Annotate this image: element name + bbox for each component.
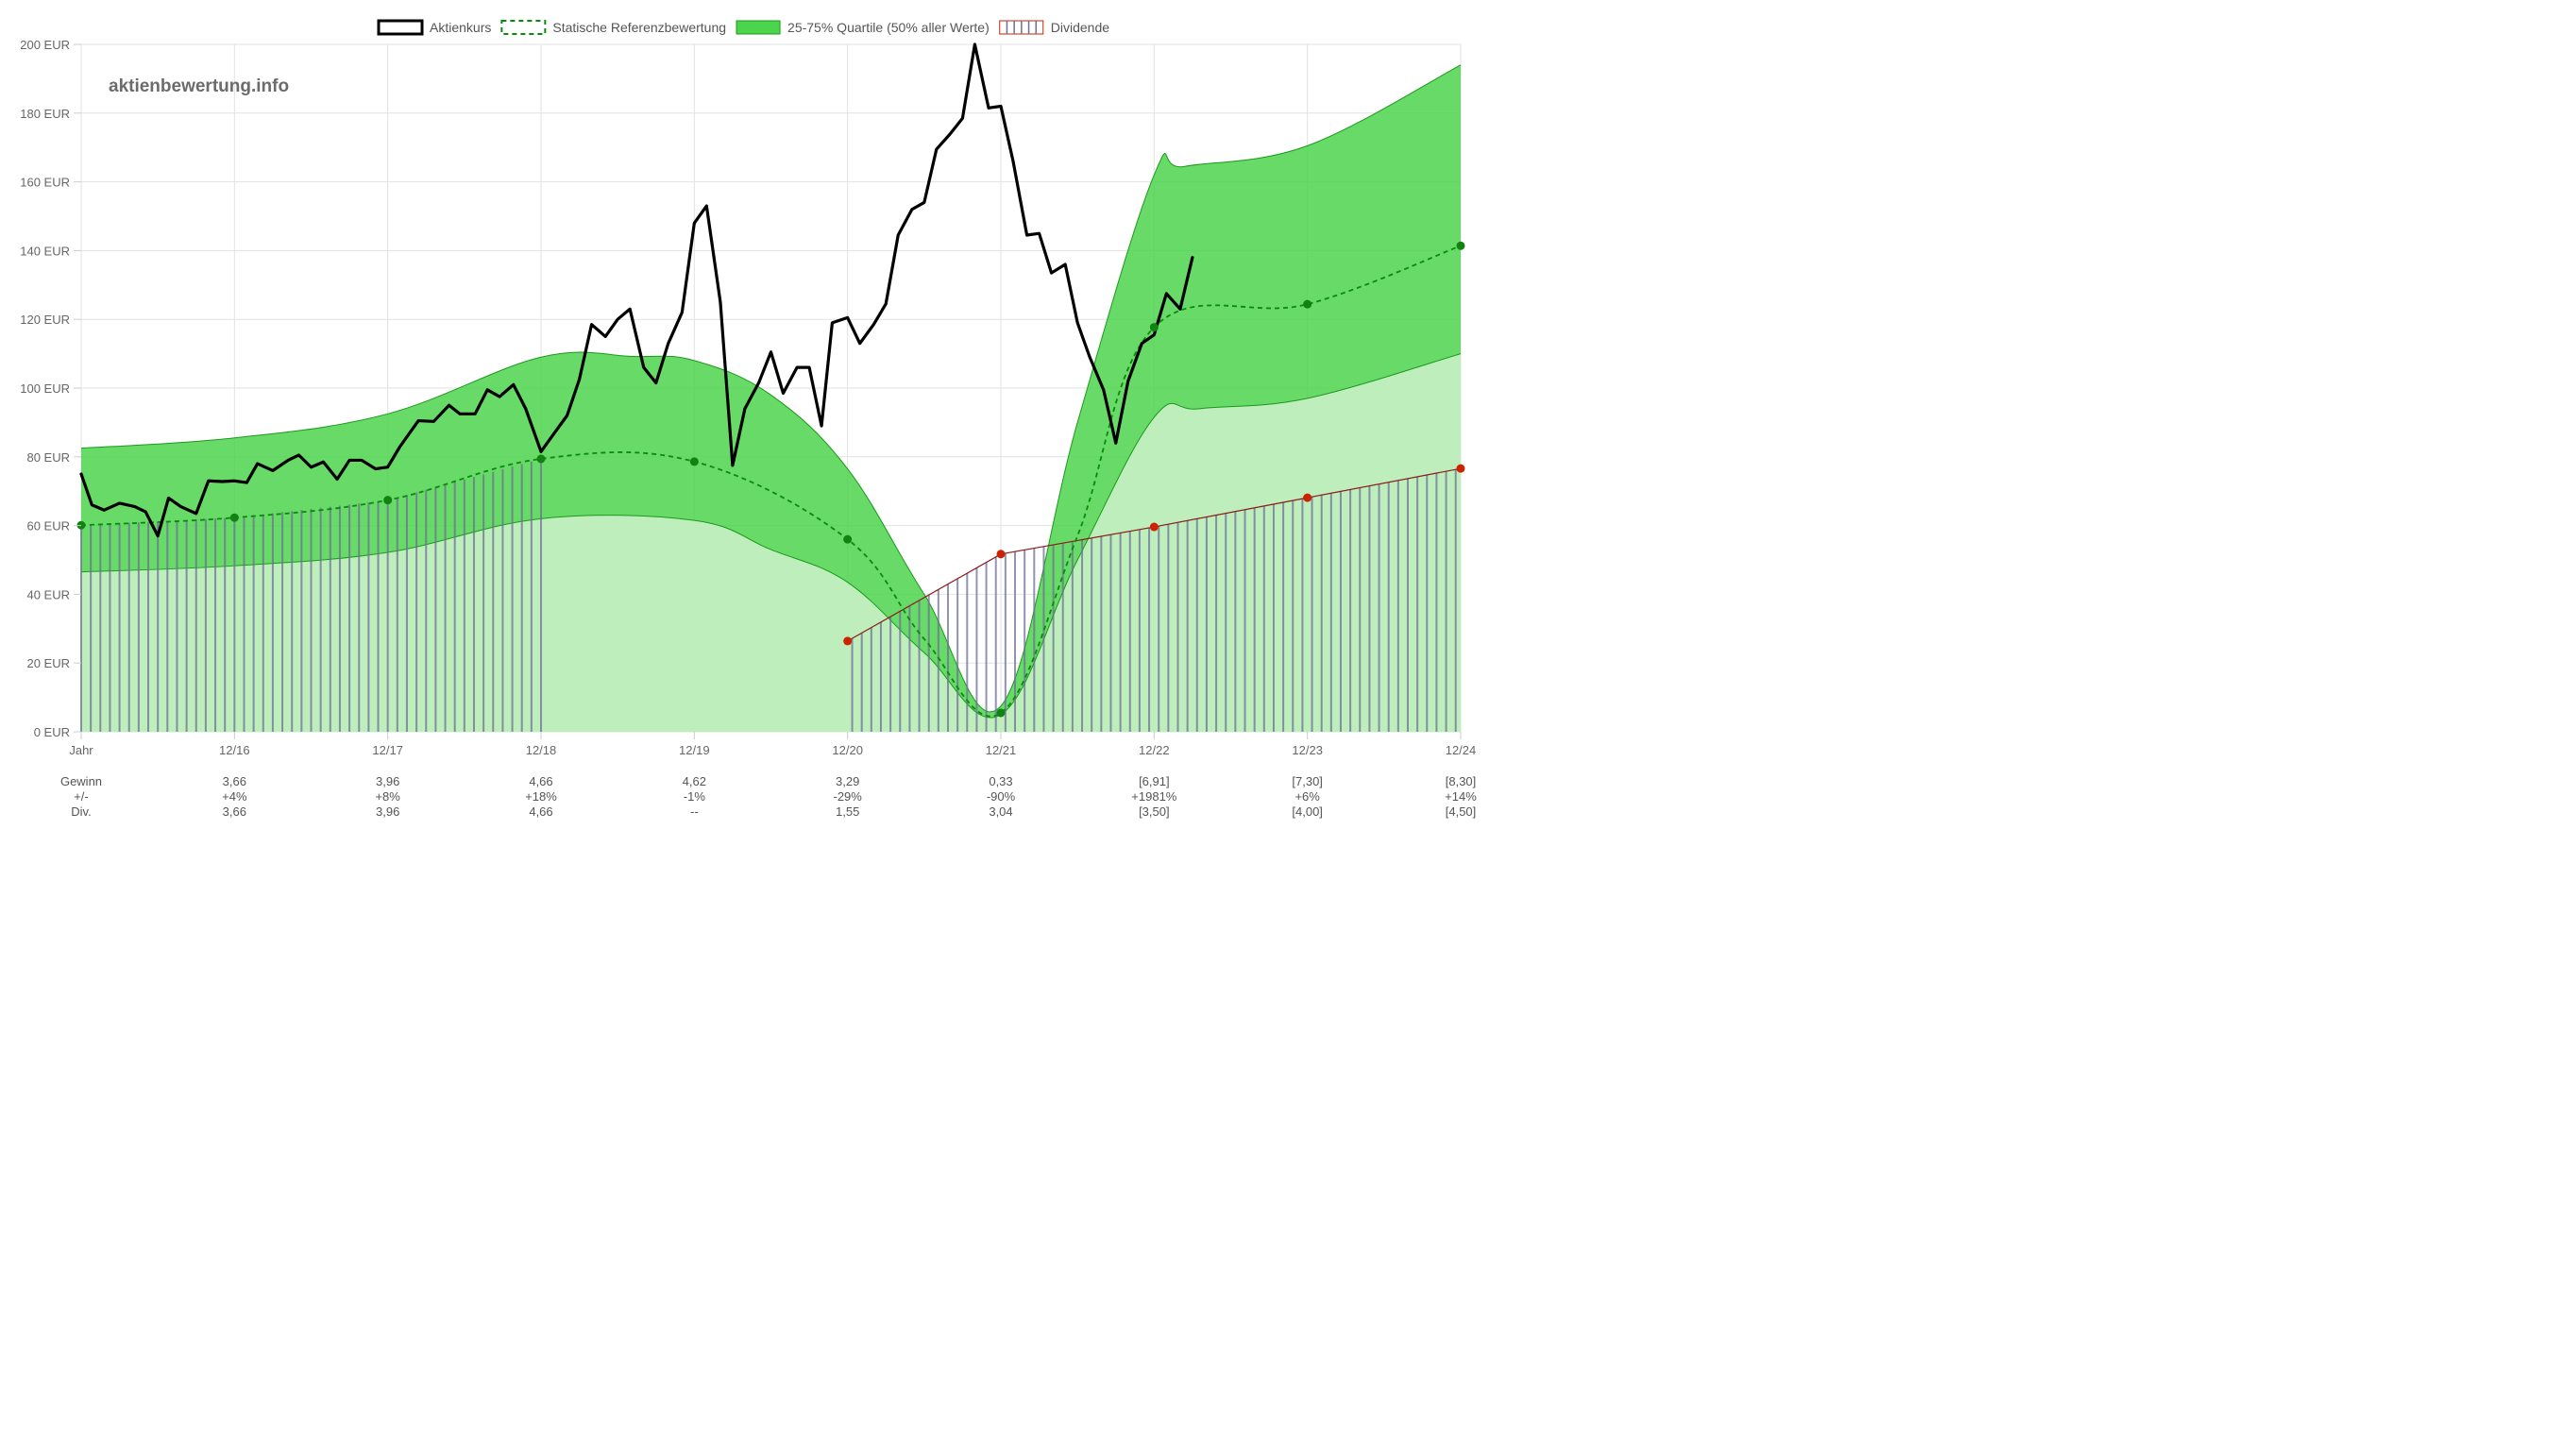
legend-label: Statische Referenzbewertung xyxy=(552,20,726,35)
table-cell: [8,30] xyxy=(1446,774,1477,788)
x-tick-label: 12/18 xyxy=(526,743,557,757)
table-cell: [4,50] xyxy=(1446,804,1477,819)
y-tick-label: 80 EUR xyxy=(26,450,70,465)
legend-label: Dividende xyxy=(1051,20,1109,35)
table-cell: -- xyxy=(690,804,699,819)
table-row-label: +/- xyxy=(74,789,89,804)
y-tick-label: 120 EUR xyxy=(20,313,70,327)
table-cell: -90% xyxy=(987,789,1016,804)
dividend-point xyxy=(1303,493,1312,502)
table-cell: [7,30] xyxy=(1292,774,1323,788)
table-cell: -1% xyxy=(684,789,706,804)
reference-point xyxy=(689,457,699,466)
reference-point xyxy=(1149,323,1159,332)
legend-swatch xyxy=(377,19,424,36)
y-tick-label: 100 EUR xyxy=(20,381,70,396)
legend: Aktienkurs Statische Referenzbewertung 25-… xyxy=(377,19,1109,36)
table-cell: [6,91] xyxy=(1139,774,1170,788)
y-tick-label: 20 EUR xyxy=(26,656,70,670)
legend-label: 25-75% Quartile (50% aller Werte) xyxy=(787,20,990,35)
y-tick-label: 0 EUR xyxy=(34,725,70,739)
dividend-point xyxy=(996,550,1006,559)
table-cell: +14% xyxy=(1445,789,1477,804)
table-cell: 3,66 xyxy=(223,774,246,788)
table-cell: -29% xyxy=(833,789,862,804)
table-cell: +1981% xyxy=(1131,789,1177,804)
table-cell: 4,62 xyxy=(683,774,706,788)
table-cell: [3,50] xyxy=(1139,804,1170,819)
x-tick-label: 12/16 xyxy=(219,743,250,757)
table-cell: +8% xyxy=(375,789,400,804)
y-tick-label: 180 EUR xyxy=(20,107,70,121)
table-cell: 0,33 xyxy=(989,774,1012,788)
reference-point xyxy=(996,708,1006,718)
dividend-hatch xyxy=(80,458,1457,732)
reference-point xyxy=(383,496,393,505)
legend-item-dividend: Dividende xyxy=(999,20,1109,35)
y-tick-label: 200 EUR xyxy=(20,38,70,52)
reference-point xyxy=(1303,299,1312,309)
table-cell: 3,96 xyxy=(376,774,399,788)
quartile-band xyxy=(81,64,1461,719)
table-cell: 1,55 xyxy=(836,804,859,819)
x-tick-label: 12/17 xyxy=(372,743,403,757)
upper-quartile-line xyxy=(80,64,1462,713)
dividend-point xyxy=(1149,522,1159,532)
legend-item-price: Aktienkurs xyxy=(377,19,491,36)
x-tick-label: 12/22 xyxy=(1139,743,1170,757)
y-tick-label: 140 EUR xyxy=(20,244,70,258)
legend-swatch xyxy=(736,20,781,35)
table-cell: 3,66 xyxy=(223,804,246,819)
x-tick-label: 12/24 xyxy=(1446,743,1477,757)
table-cell: 3,96 xyxy=(376,804,399,819)
x-tick-label: 12/20 xyxy=(832,743,863,757)
reference-point xyxy=(536,454,546,464)
table-cell: +6% xyxy=(1294,789,1320,804)
table-cell: 3,04 xyxy=(989,804,1012,819)
dividend-point xyxy=(1456,464,1465,473)
y-tick-label: 60 EUR xyxy=(26,519,70,533)
series-points xyxy=(76,241,1465,718)
table-cell: +4% xyxy=(222,789,247,804)
axes: 0 EUR 20 EUR 40 EUR 60 EUR 80 EUR 100 EUR 120 … xyxy=(20,38,1476,757)
legend-item-reference: Statische Referenzbewertung xyxy=(500,20,726,35)
table-cell: [4,00] xyxy=(1292,804,1323,819)
legend-swatch xyxy=(500,20,547,35)
table-row-label: Div. xyxy=(71,804,91,819)
stock-price-line xyxy=(79,42,1194,538)
earnings-table: Gewinn 3,66 3,96 4,66 4,62 3,29 0,33 [6,91] [7,3… xyxy=(60,774,1477,819)
reference-point xyxy=(229,513,239,522)
table-cell: 4,66 xyxy=(529,774,552,788)
y-tick-label: 40 EUR xyxy=(26,587,70,601)
dividend-point xyxy=(843,636,853,646)
x-tick-label: 12/21 xyxy=(986,743,1017,757)
x-tick-label: 12/23 xyxy=(1292,743,1323,757)
legend-label: Aktienkurs xyxy=(430,20,491,35)
table-row-label: Gewinn xyxy=(60,774,102,788)
table-cell: 3,29 xyxy=(836,774,859,788)
x-tick-label: 12/19 xyxy=(679,743,710,757)
table-cell: 4,66 xyxy=(529,804,552,819)
reference-valuation-line xyxy=(80,245,1462,718)
stock-valuation-chart: 0 EUR 20 EUR 40 EUR 60 EUR 80 EUR 100 EUR 120 … xyxy=(20,19,1477,819)
watermark: aktienbewertung.info xyxy=(109,76,289,96)
y-tick-label: 160 EUR xyxy=(20,176,70,190)
reference-point xyxy=(1456,241,1465,250)
table-cell: +18% xyxy=(525,789,557,804)
x-tick-label: Jahr xyxy=(69,743,93,757)
legend-item-quartile: 25-75% Quartile (50% aller Werte) xyxy=(736,20,990,35)
reference-point xyxy=(843,534,853,544)
